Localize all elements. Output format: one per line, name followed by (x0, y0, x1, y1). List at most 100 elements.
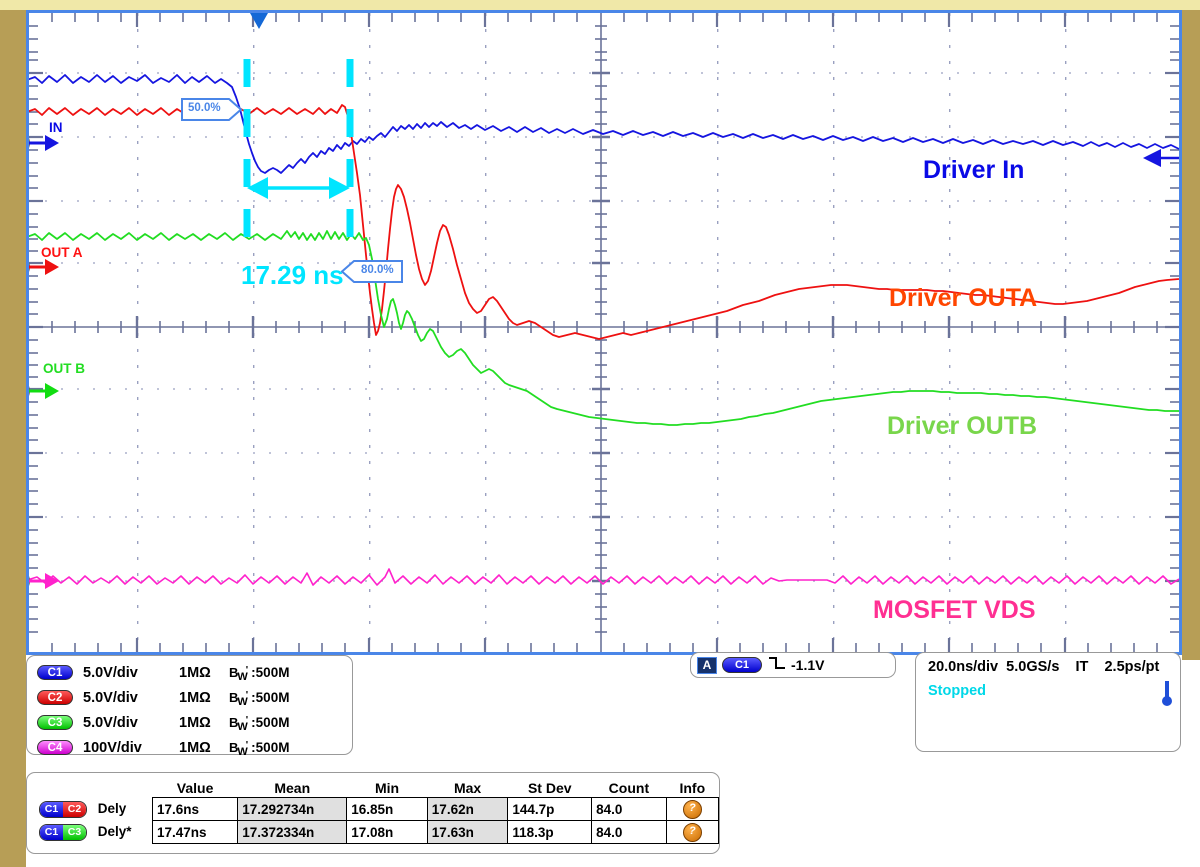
channel-bandwidth-value-c2: 500M (255, 690, 290, 705)
channel-marker-1[interactable]: 1 (29, 130, 59, 156)
col-value: Value (176, 780, 214, 796)
col-max: Max (453, 780, 482, 796)
measurement-info-dely-star[interactable]: ? (665, 820, 720, 844)
measurement-row-dely-star[interactable]: C1 C3 Dely* 17.47ns 17.372334n 17.08n 17… (35, 820, 720, 844)
channel-scale-c1: 5.0V/div (83, 664, 138, 681)
channel-badge-c2[interactable]: C2 (37, 690, 73, 705)
cursor-delta-arrow (247, 177, 350, 199)
channel-row-c3[interactable]: C3 5.0V/div 1MΩ BWʹ:500M (37, 710, 289, 735)
measurement-stdev-dely-star: 118.3p (507, 820, 593, 844)
trigger-mode-badge[interactable]: A (697, 656, 717, 674)
measurement-name-dely-star: Dely* (97, 823, 132, 839)
timebase-settings: 20.0ns/div 5.0GS/s IT 2.5ps/pt (928, 659, 1160, 675)
measurement-max-dely: 17.62n (426, 797, 509, 821)
channel-tag-out-a: OUT A (41, 245, 83, 260)
acquisition-indicator-icon (1161, 681, 1173, 712)
measurement-source-dely: C1 C2 Dely (35, 798, 152, 821)
measurement-count-dely: 84.0 (591, 797, 667, 821)
channel-setup-panel[interactable]: C1 5.0V/div 1MΩ BWʹ:500M C2 5.0V/div 1MΩ… (26, 655, 353, 758)
annotation-driver-outa: Driver OUTA (889, 284, 1038, 312)
center-axis-horizontal (29, 316, 1179, 338)
info-icon[interactable]: ? (682, 799, 702, 819)
trace-ch4-mosfet-vds (29, 568, 1179, 586)
measurement-mean-dely: 17.292734n (237, 797, 348, 821)
trigger-level-marker[interactable] (1143, 149, 1179, 167)
waveform-grid[interactable]: 1 2 3 (26, 10, 1182, 655)
ref-level-badge-50-label: 50.0% (188, 102, 221, 114)
channel-tag-out-b: OUT B (43, 361, 85, 376)
measurement-panel[interactable]: Value Mean Min Max St Dev Count Info C1 … (26, 772, 720, 854)
trace-ch2-driver-outa (29, 104, 1179, 340)
source-badge-c1-2: C1 (40, 824, 63, 840)
col-source (35, 779, 152, 798)
source-badge-c2: C2 (63, 801, 86, 817)
channel-tag-in: IN (49, 120, 63, 135)
channel-badge-c1[interactable]: C1 (37, 665, 73, 680)
source-badge-c1: C1 (40, 801, 63, 817)
col-min: Min (374, 780, 400, 796)
channel-bandwidth-value-c1: 500M (255, 665, 290, 680)
channel-bandwidth-value-c4: 500M (255, 740, 290, 755)
channel-marker-4[interactable]: 4 (29, 568, 59, 594)
trace-ch3-driver-outb (29, 230, 1179, 426)
channel-bandwidth-c1: BWʹ:500M (229, 665, 290, 683)
channel-scale-c2: 5.0V/div (83, 689, 138, 706)
annotation-mosfet-vds: MOSFET VDS (873, 596, 1036, 624)
channel-scale-c3: 5.0V/div (83, 714, 138, 731)
channel-scale-c4: 100V/div (83, 739, 142, 756)
measurement-source-dely-star: C1 C3 Dely* (35, 821, 152, 844)
annotation-driver-in: Driver In (923, 156, 1025, 184)
source-badge-c3: C3 (63, 824, 86, 840)
channel-row-c4[interactable]: C4 100V/div 1MΩ BWʹ:500M (37, 735, 289, 760)
channel-row-c2[interactable]: C2 5.0V/div 1MΩ BWʹ:500M (37, 685, 289, 710)
channel-impedance-c3: 1MΩ (179, 714, 211, 731)
channel-marker-2[interactable]: 2 (29, 254, 59, 280)
channel-badge-c3[interactable]: C3 (37, 715, 73, 730)
trigger-panel[interactable]: A C1 -1.1V (690, 652, 896, 678)
channel-impedance-c1: 1MΩ (179, 664, 211, 681)
trigger-position-marker[interactable] (250, 13, 268, 29)
measurement-row-dely[interactable]: C1 C2 Dely 17.6ns 17.292734n 16.85n 17.6… (35, 797, 720, 821)
channel-bandwidth-c3: BWʹ:500M (229, 715, 290, 733)
measurement-value-dely: 17.6ns (151, 797, 239, 821)
measurement-info-dely[interactable]: ? (665, 797, 720, 821)
measurement-stdev-dely: 144.7p (507, 797, 593, 821)
timebase-panel[interactable]: 20.0ns/div 5.0GS/s IT 2.5ps/pt Stopped (915, 652, 1181, 752)
channel-bandwidth-c2: BWʹ:500M (229, 690, 290, 708)
ref-level-badge-80-label: 80.0% (361, 264, 394, 276)
measurement-min-dely: 16.85n (346, 797, 428, 821)
measurement-name-dely: Dely (97, 800, 127, 816)
measurement-max-dely-star: 17.63n (426, 820, 509, 844)
measurement-value-dely-star: 17.47ns (151, 820, 239, 844)
info-icon[interactable]: ? (682, 822, 702, 842)
bezel-left (0, 10, 26, 867)
col-mean: Mean (274, 780, 311, 796)
measurement-table: Value Mean Min Max St Dev Count Info C1 … (35, 779, 720, 844)
trigger-level-value: -1.1V (791, 657, 825, 673)
source-badge-c1c3: C1 C3 (39, 823, 87, 841)
channel-marker-3[interactable]: 3 (29, 378, 59, 404)
measurement-mean-dely-star: 17.372334n (237, 820, 348, 844)
channel-impedance-c4: 1MΩ (179, 739, 211, 756)
source-badge-c1c2: C1 C2 (39, 800, 87, 818)
annotation-driver-outb: Driver OUTB (887, 412, 1038, 440)
falling-edge-icon[interactable] (768, 656, 786, 675)
measurement-header-row: Value Mean Min Max St Dev Count Info (35, 779, 719, 798)
channel-bandwidth-value-c3: 500M (255, 715, 290, 730)
ref-level-badge-80[interactable]: 80.0% (340, 259, 403, 289)
channel-impedance-c2: 1MΩ (179, 689, 211, 706)
measurement-count-dely-star: 84.0 (591, 820, 667, 844)
col-count: Count (608, 780, 650, 796)
trace-ch1-driver-in (29, 74, 1179, 174)
trigger-source-badge[interactable]: C1 (722, 657, 762, 673)
ref-level-badge-50[interactable]: 50.0% (181, 97, 243, 127)
channel-bandwidth-c4: BWʹ:500M (229, 740, 290, 758)
channel-badge-c4[interactable]: C4 (37, 740, 73, 755)
center-axis-vertical (592, 13, 610, 652)
measurement-min-dely-star: 17.08n (346, 820, 428, 844)
window-topbar (0, 0, 1200, 10)
channel-row-c1[interactable]: C1 5.0V/div 1MΩ BWʹ:500M (37, 660, 289, 685)
cursor-delta-readout: 17.29 ns (241, 260, 344, 290)
col-info: Info (679, 780, 706, 796)
